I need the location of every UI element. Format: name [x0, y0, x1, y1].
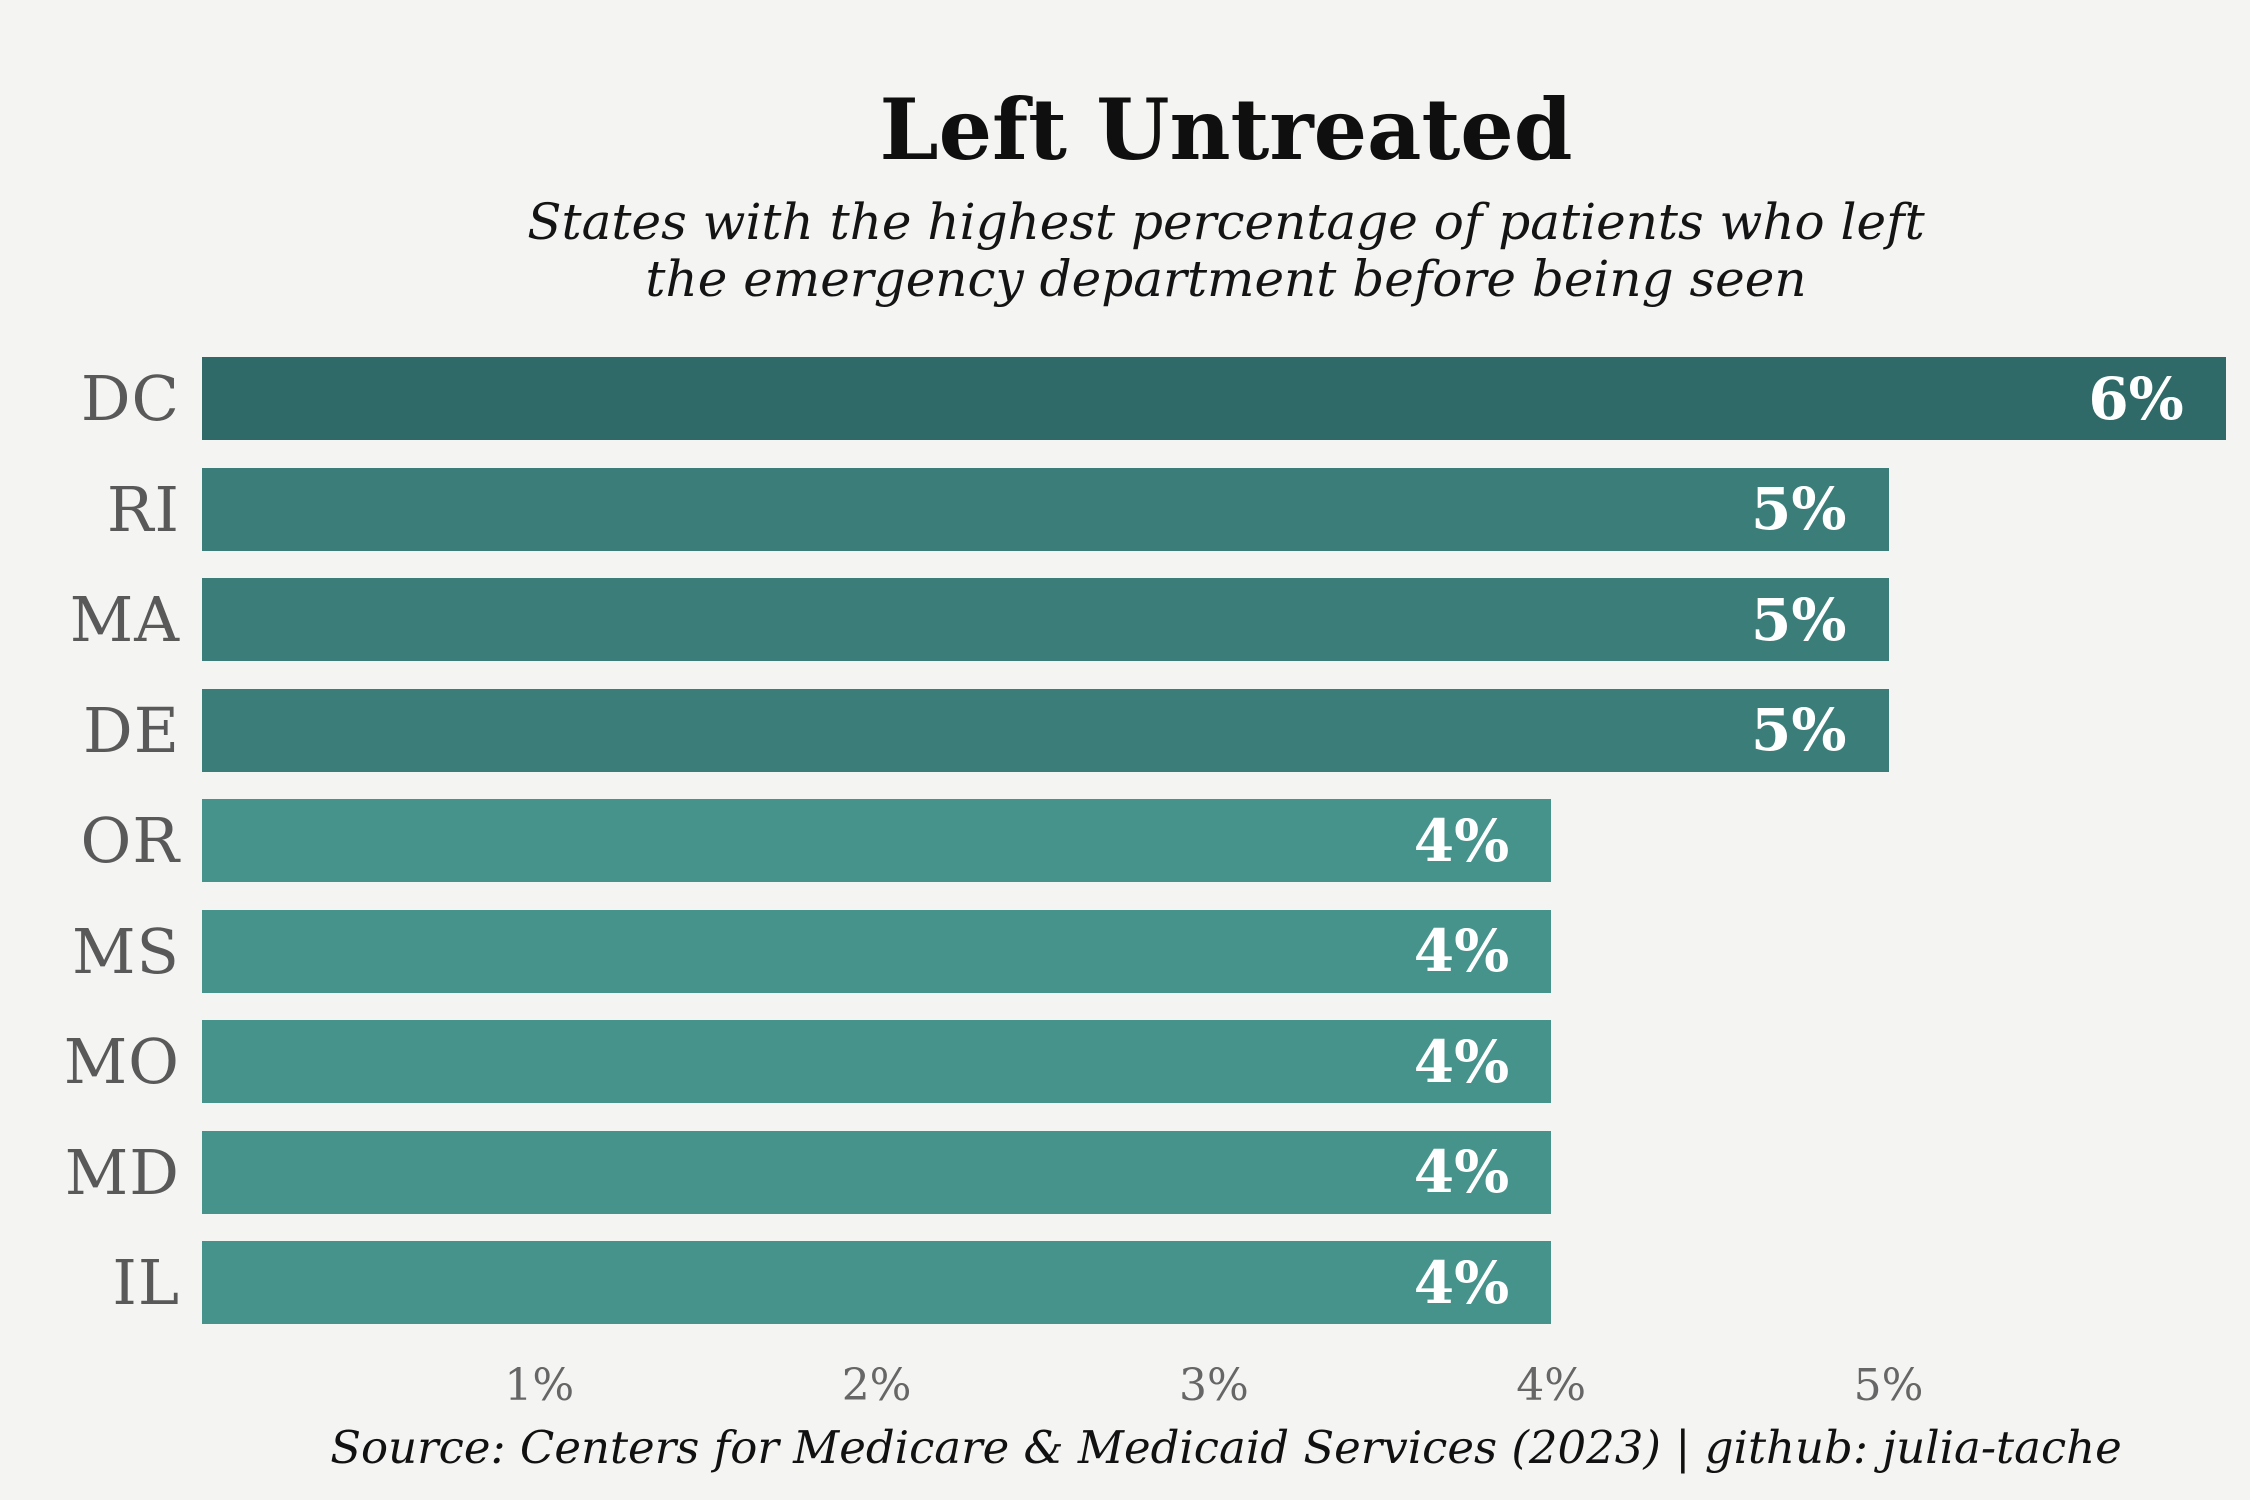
x-tick-5pct: 5%	[1853, 1360, 1924, 1411]
state-label-de: DE	[83, 693, 180, 767]
x-tick-1pct: 1%	[504, 1360, 575, 1411]
bar-row-il: IL 4%	[112, 1241, 2250, 1324]
chart-subtitle-line2: the emergency department before being se…	[645, 250, 1807, 308]
x-tick-4pct: 4%	[1516, 1360, 1587, 1411]
value-label-md: 4%	[1413, 1138, 1510, 1206]
bar-ri: 5%	[202, 467, 1889, 551]
state-label-il: IL	[112, 1246, 180, 1319]
bar-row-or: OR 4%	[80, 799, 2250, 882]
bar-row-md: MD 4%	[65, 1130, 2250, 1214]
source-caption: Source: Centers for Medicare & Medicaid …	[330, 1421, 2122, 1474]
bar-row-de: DE 5%	[83, 688, 2250, 772]
value-label-or: 4%	[1413, 806, 1510, 875]
x-tick-2pct: 2%	[841, 1360, 912, 1411]
state-label-md: MD	[64, 1135, 180, 1209]
state-label-or: OR	[80, 804, 180, 877]
state-label-ri: RI	[106, 472, 180, 546]
value-label-il: 4%	[1413, 1248, 1510, 1317]
value-label-ma: 5%	[1751, 585, 1847, 654]
bar-mo: 4%	[202, 1020, 1552, 1103]
bar-md: 4%	[202, 1130, 1552, 1214]
bar-il: 4%	[202, 1241, 1552, 1324]
chart-subtitle: States with the highest percentage of pa…	[202, 194, 2250, 308]
bar-or: 4%	[202, 799, 1552, 882]
bar-plot-area: DC 6% RI 5% MA 5% DE 5% OR 4% MS 4% MO 4% MD 4% IL 4%	[64, 357, 2250, 1332]
bar-row-dc: DC 6%	[81, 357, 2250, 440]
bar-row-ms: MS 4%	[72, 909, 2250, 993]
chart-subtitle-line1: States with the highest percentage of pa…	[527, 193, 1925, 251]
value-label-dc: 6%	[2088, 364, 2184, 433]
x-axis-tick-labels: 1% 2% 3% 4% 5%	[202, 1360, 2250, 1418]
state-label-mo: MO	[63, 1025, 180, 1098]
bar-de: 5%	[202, 688, 1889, 772]
bar-row-mo: MO 4%	[64, 1020, 2250, 1103]
value-label-mo: 4%	[1413, 1027, 1510, 1096]
state-label-dc: DC	[80, 362, 180, 435]
value-label-ri: 5%	[1751, 475, 1847, 543]
bar-row-ma: MA 5%	[70, 578, 2250, 661]
state-label-ma: MA	[69, 583, 180, 656]
bar-ms: 4%	[202, 909, 1552, 993]
value-label-ms: 4%	[1413, 917, 1510, 985]
state-label-ms: MS	[72, 914, 180, 988]
x-tick-3pct: 3%	[1178, 1360, 1249, 1411]
value-label-de: 5%	[1751, 696, 1847, 764]
bar-row-ri: RI 5%	[107, 467, 2250, 551]
bar-ma: 5%	[202, 578, 1889, 661]
chart-title: Left Untreated	[879, 80, 1573, 179]
bar-dc: 6%	[202, 357, 2226, 440]
